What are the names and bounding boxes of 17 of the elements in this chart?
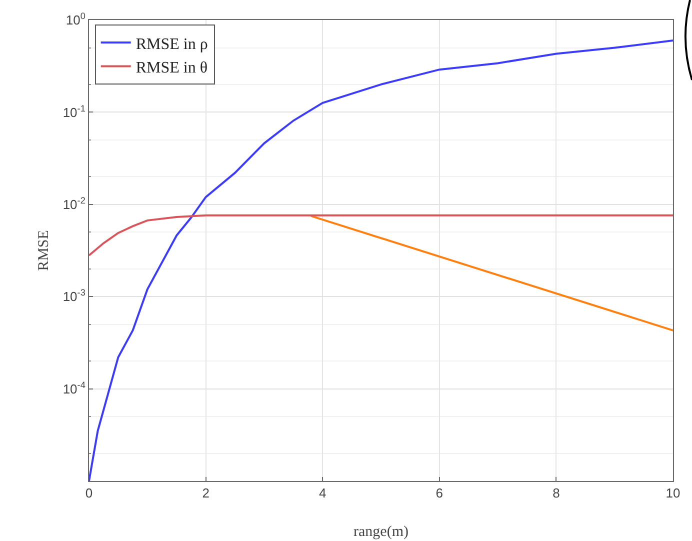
- y-tick-label: 10$^{-3}$: [62, 288, 86, 304]
- y-tick-label: 10$^{0}$: [66, 11, 86, 28]
- y-tick-label: 10$^{-1}$: [62, 103, 86, 120]
- legend-label: RMSE in ρ: [136, 36, 208, 53]
- x-tick-label: 10: [666, 486, 680, 501]
- y-tick-label: 10$^{-4}$: [62, 380, 86, 396]
- x-tick-label: 4: [318, 486, 326, 501]
- line-series: [89, 214, 673, 256]
- line-series: [89, 39, 673, 481]
- x-tick-label: 8: [552, 486, 560, 501]
- y-axis-title: RMSE: [36, 230, 52, 271]
- x-tick-label: 0: [85, 486, 93, 501]
- x-tick-label: 6: [436, 486, 444, 501]
- x-axis-title: range(m): [354, 524, 408, 540]
- y-tick-label: 10$^{-2}$: [62, 195, 86, 212]
- x-tick-label: 2: [202, 486, 210, 501]
- legend-label: RMSE in θ: [136, 60, 208, 77]
